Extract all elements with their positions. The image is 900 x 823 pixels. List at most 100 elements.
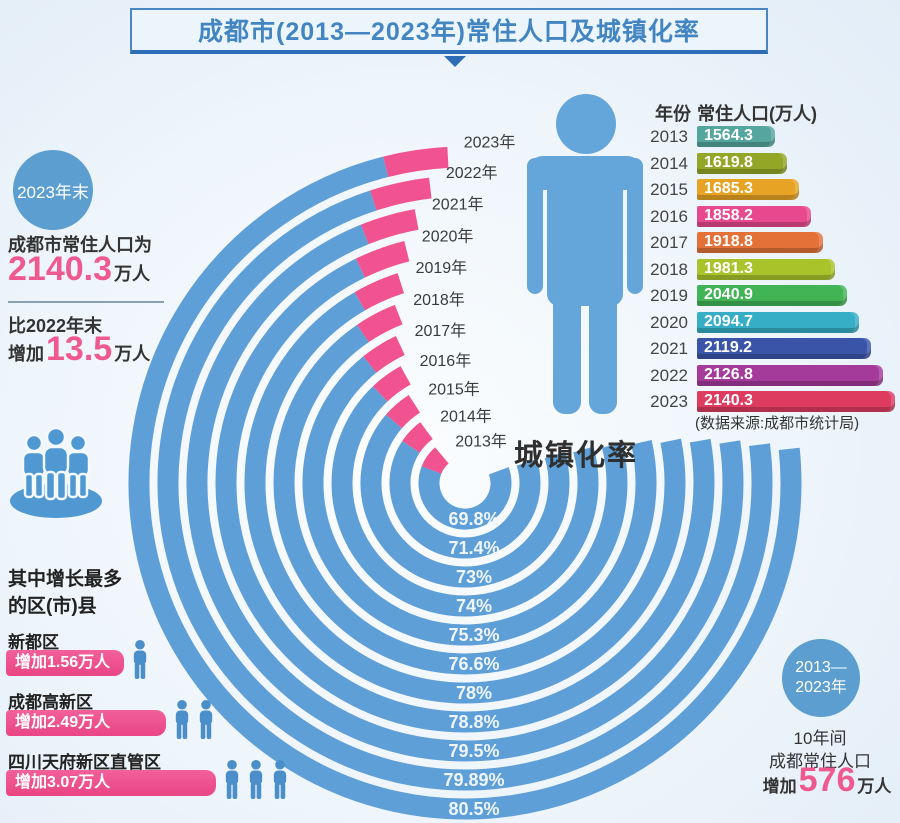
table-row: 2023 2140.3	[648, 391, 900, 412]
divider-line	[8, 301, 164, 303]
table-row-value: 1685.3	[704, 180, 753, 197]
table-row-bar: 2140.3	[697, 391, 895, 412]
table-row-bar: 1685.3	[697, 179, 799, 200]
title-pointer-arrow-icon	[444, 56, 466, 67]
table-row-value: 2126.8	[704, 365, 753, 383]
district-increase-banner: 增加2.49万人	[6, 710, 166, 736]
pct-label: 79.5%	[448, 741, 499, 761]
pct-label: 78.8%	[448, 712, 499, 732]
pct-label: 71.4%	[448, 538, 499, 558]
table-row: 2016 1858.2	[648, 205, 900, 227]
table-row-bar: 2126.8	[697, 364, 883, 386]
year-label: 2018年	[413, 291, 465, 309]
table-row-value: 2040.9	[704, 286, 753, 303]
table-row: 2015 1685.3	[648, 179, 900, 200]
summary-increase-row: 增加 576 万人	[752, 763, 900, 797]
table-row-year: 2014	[650, 153, 688, 173]
district-name: 成都高新区	[8, 693, 93, 712]
year-label: 2013年	[455, 432, 507, 450]
increase-value: 13.5	[46, 330, 113, 368]
district-person-icon	[199, 700, 213, 740]
table-row-value: 1619.8	[704, 153, 753, 171]
table-row: 2013 1564.3	[648, 126, 900, 147]
table-row: 2020 2094.7	[648, 311, 900, 333]
table-row-value: 2094.7	[704, 312, 753, 330]
district-person-icon	[273, 760, 287, 800]
year-label: 2020年	[422, 227, 474, 245]
table-row-bar: 2119.2	[697, 338, 871, 359]
district-person-icon	[175, 700, 189, 740]
table-row-bar: 1619.8	[697, 152, 787, 174]
districts-heading-line2: 的区(市)县	[8, 596, 97, 617]
summary-line1: 10年间	[793, 729, 847, 748]
table-row: 2022 2126.8	[648, 364, 900, 386]
district-person-icon	[225, 760, 239, 800]
summary-increase-unit: 万人	[857, 777, 892, 796]
decade-badge: 2013— 2023年	[782, 639, 860, 717]
table-row-year: 2020	[650, 312, 688, 332]
summary-line2: 成都常住人口	[769, 752, 871, 771]
table-row-bar: 1981.3	[697, 258, 835, 280]
district-person-icon	[249, 760, 263, 800]
table-header-year: 年份	[655, 104, 691, 124]
year-end-badge-label: 2023年末	[17, 182, 89, 202]
table-row-year: 2016	[650, 206, 688, 226]
district-person-icon	[133, 640, 147, 680]
district-increase-banner: 增加1.56万人	[6, 650, 124, 676]
data-source: (数据来源:成都市统计局)	[695, 415, 860, 432]
year-label: 2019年	[416, 259, 468, 277]
table-row-value: 2119.2	[704, 339, 753, 356]
districts-heading: 其中增长最多 的区(市)县	[8, 566, 122, 620]
pct-label: 78%	[456, 683, 492, 703]
table-header-population: 常住人口(万人)	[697, 104, 817, 124]
page-title: 成都市(2013—2023年)常住人口及城镇化率	[198, 18, 700, 46]
table-row: 2014 1619.8	[648, 152, 900, 174]
table-row-year: 2022	[650, 365, 688, 385]
table-row-bar: 2094.7	[697, 311, 859, 333]
population-value: 2140.3	[8, 250, 112, 288]
table-row-value: 1918.8	[704, 233, 753, 250]
year-label: 2021年	[432, 195, 484, 213]
year-label: 2017年	[415, 322, 467, 340]
person-icon	[527, 94, 643, 414]
table-row-year: 2021	[650, 339, 688, 358]
pct-label: 76.6%	[448, 654, 499, 674]
title-box: 成都市(2013—2023年)常住人口及城镇化率	[130, 8, 768, 54]
increase-value-row: 增加 13.5 万人	[8, 332, 150, 366]
population-caption: 成都市常住人口为	[8, 235, 152, 255]
increase-unit: 万人	[114, 344, 151, 364]
table-row: 2017 1918.8	[648, 232, 900, 253]
pct-label: 74%	[456, 596, 492, 616]
table-row-value: 1858.2	[704, 206, 753, 224]
districts-heading-line1: 其中增长最多	[8, 569, 123, 590]
population-group-icon	[10, 426, 102, 518]
population-unit: 万人	[114, 264, 150, 284]
year-label: 2014年	[440, 407, 492, 425]
population-value-row: 2140.3 万人	[8, 252, 150, 286]
pct-label: 75.3%	[448, 625, 499, 645]
pct-label: 73%	[456, 567, 492, 587]
summary-increase-value: 576	[798, 761, 856, 799]
year-label: 2022年	[446, 164, 498, 182]
table-row-year: 2017	[650, 233, 688, 252]
year-end-badge: 2023年末	[13, 150, 93, 230]
table-row-value: 1981.3	[704, 259, 753, 277]
year-label: 2016年	[420, 352, 472, 370]
chart-title: 城镇化率	[514, 440, 639, 472]
table-row-bar: 1858.2	[697, 205, 811, 227]
table-row-year: 2023	[650, 392, 688, 411]
increase-prefix: 增加	[8, 344, 44, 364]
pct-label: 80.5%	[448, 799, 499, 819]
table-row-bar: 1564.3	[697, 126, 775, 147]
table-row-year: 2018	[650, 259, 688, 279]
pct-label: 69.8%	[448, 509, 499, 529]
summary-increase-prefix: 增加	[762, 777, 797, 796]
table-row-year: 2013	[650, 127, 688, 146]
district-increase-banner: 增加3.07万人	[6, 770, 216, 796]
table-row-year: 2015	[650, 180, 688, 199]
compare-caption: 比2022年末	[8, 316, 103, 336]
table-row-bar: 2040.9	[697, 285, 847, 306]
table-row-year: 2019	[650, 286, 688, 305]
